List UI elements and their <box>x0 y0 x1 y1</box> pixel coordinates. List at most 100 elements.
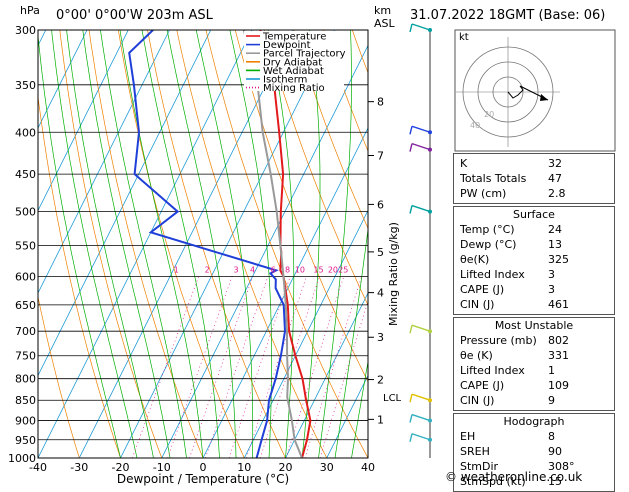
index-label: PW (cm) <box>460 186 506 201</box>
wind-barb <box>412 126 430 132</box>
wind-barb-flag <box>410 206 412 214</box>
unstable-value: 109 <box>548 378 608 393</box>
index-row: Totals Totals 47 <box>454 171 614 186</box>
surface-value: 325 <box>548 252 608 267</box>
km-axis-label: km <box>374 4 391 17</box>
mixing-ratio-line <box>246 276 306 458</box>
wind-barb-flag <box>410 325 412 333</box>
temperature-series-line <box>260 30 310 458</box>
hodograph-ring-label: 20 <box>484 110 494 119</box>
wet-adiabat-line <box>52 30 137 458</box>
isotherm-line <box>0 30 87 458</box>
surface-label: Lifted Index <box>460 267 525 282</box>
unstable-value: 331 <box>548 348 608 363</box>
surface-row: Lifted Index 3 <box>454 267 614 282</box>
mixing-ratio-label: 1 <box>174 265 179 274</box>
wind-barb <box>412 325 430 331</box>
unstable-value: 1 <box>548 363 608 378</box>
unstable-label: CIN (J) <box>460 393 494 408</box>
pressure-tick-label: 300 <box>15 24 36 37</box>
pressure-tick-label: 850 <box>15 394 36 407</box>
pressure-tick-label: 700 <box>15 325 36 338</box>
unstable-row: CAPE (J)109 <box>454 378 614 393</box>
x-tick-label: 30 <box>320 461 334 474</box>
surface-title: Surface <box>454 207 614 222</box>
mixing-ratio-label: 3 <box>233 265 238 274</box>
index-row: PW (cm) 2.8 <box>454 186 614 201</box>
index-label: Totals Totals <box>460 171 526 186</box>
wet-adiabat-line <box>100 30 186 458</box>
wet-adiabat-line <box>38 30 121 458</box>
surface-value: 24 <box>548 222 608 237</box>
mixing-ratio-axis-label: Mixing Ratio (g/kg) <box>387 222 400 326</box>
km-tick-label: 5 <box>377 246 384 259</box>
lcl-label: LCL <box>383 393 402 404</box>
km-tick-label: 1 <box>377 413 384 426</box>
surface-row: θe(K) 325 <box>454 252 614 267</box>
km-tick-label: 6 <box>377 198 384 211</box>
mixing-ratio-line <box>132 276 198 458</box>
mixing-ratio-label: 25 <box>338 265 348 274</box>
wind-barb-flag <box>410 144 412 152</box>
pressure-tick-label: 550 <box>15 239 36 252</box>
unstable-value: 9 <box>548 393 608 408</box>
x-tick-label: -40 <box>29 461 47 474</box>
isotherm-line <box>121 30 335 458</box>
unstable-row: Pressure (mb)802 <box>454 333 614 348</box>
surface-label: Temp (°C) <box>460 222 515 237</box>
pressure-tick-label: 400 <box>15 126 36 139</box>
km-tick-label: 8 <box>377 96 384 109</box>
surface-value: 461 <box>548 297 608 312</box>
x-tick-label: 40 <box>361 461 375 474</box>
hodograph-value: 8 <box>548 429 608 444</box>
isotherm-line <box>0 30 5 458</box>
x-tick-label: -30 <box>70 461 88 474</box>
hodograph-row: EH 8 <box>454 429 614 444</box>
surface-value: 13 <box>548 237 608 252</box>
index-value: 47 <box>548 171 608 186</box>
dry-adiabat-line <box>1 30 79 458</box>
pressure-tick-label: 500 <box>15 206 36 219</box>
mixing-ratio-label: 15 <box>313 265 323 274</box>
hodograph-label: SREH <box>460 444 490 459</box>
plot-frame <box>38 30 368 458</box>
wind-barb-dot <box>428 419 432 423</box>
dry-adiabat-line <box>616 30 629 458</box>
mixing-ratio-line <box>206 276 269 458</box>
unstable-label: θe (K) <box>460 348 493 363</box>
dry-adiabat-line <box>265 30 451 458</box>
pressure-tick-label: 450 <box>15 168 36 181</box>
wind-barb-dot <box>428 398 432 402</box>
pressure-tick-label: 800 <box>15 373 36 386</box>
pressure-tick-label: 900 <box>15 415 36 428</box>
mixing-ratio-line <box>229 276 290 458</box>
pressure-tick-label: 650 <box>15 299 36 312</box>
mixing-ratio-label: 6 <box>271 265 276 274</box>
surface-label: θe(K) <box>460 252 489 267</box>
wind-barb-dot <box>428 438 432 442</box>
isotherm-line <box>38 30 252 458</box>
surface-row: Temp (°C) 24 <box>454 222 614 237</box>
wind-barb <box>412 24 430 30</box>
wind-barb-flag <box>410 434 412 442</box>
mixing-ratio-line <box>305 276 362 458</box>
wind-barb-flag <box>410 126 412 134</box>
unstable-value: 802 <box>548 333 608 348</box>
wind-barb <box>412 144 430 150</box>
hodograph-frame <box>455 30 615 151</box>
unstable-row: CIN (J) 9 <box>454 393 614 408</box>
surface-row: Dewp (°C)13 <box>454 237 614 252</box>
wet-adiabat-line <box>368 30 448 458</box>
unstable-row: θe (K) 331 <box>454 348 614 363</box>
index-value: 2.8 <box>548 186 608 201</box>
surface-row: CAPE (J)3 <box>454 282 614 297</box>
hodograph-label: EH <box>460 429 475 444</box>
surface-value: 3 <box>548 267 608 282</box>
